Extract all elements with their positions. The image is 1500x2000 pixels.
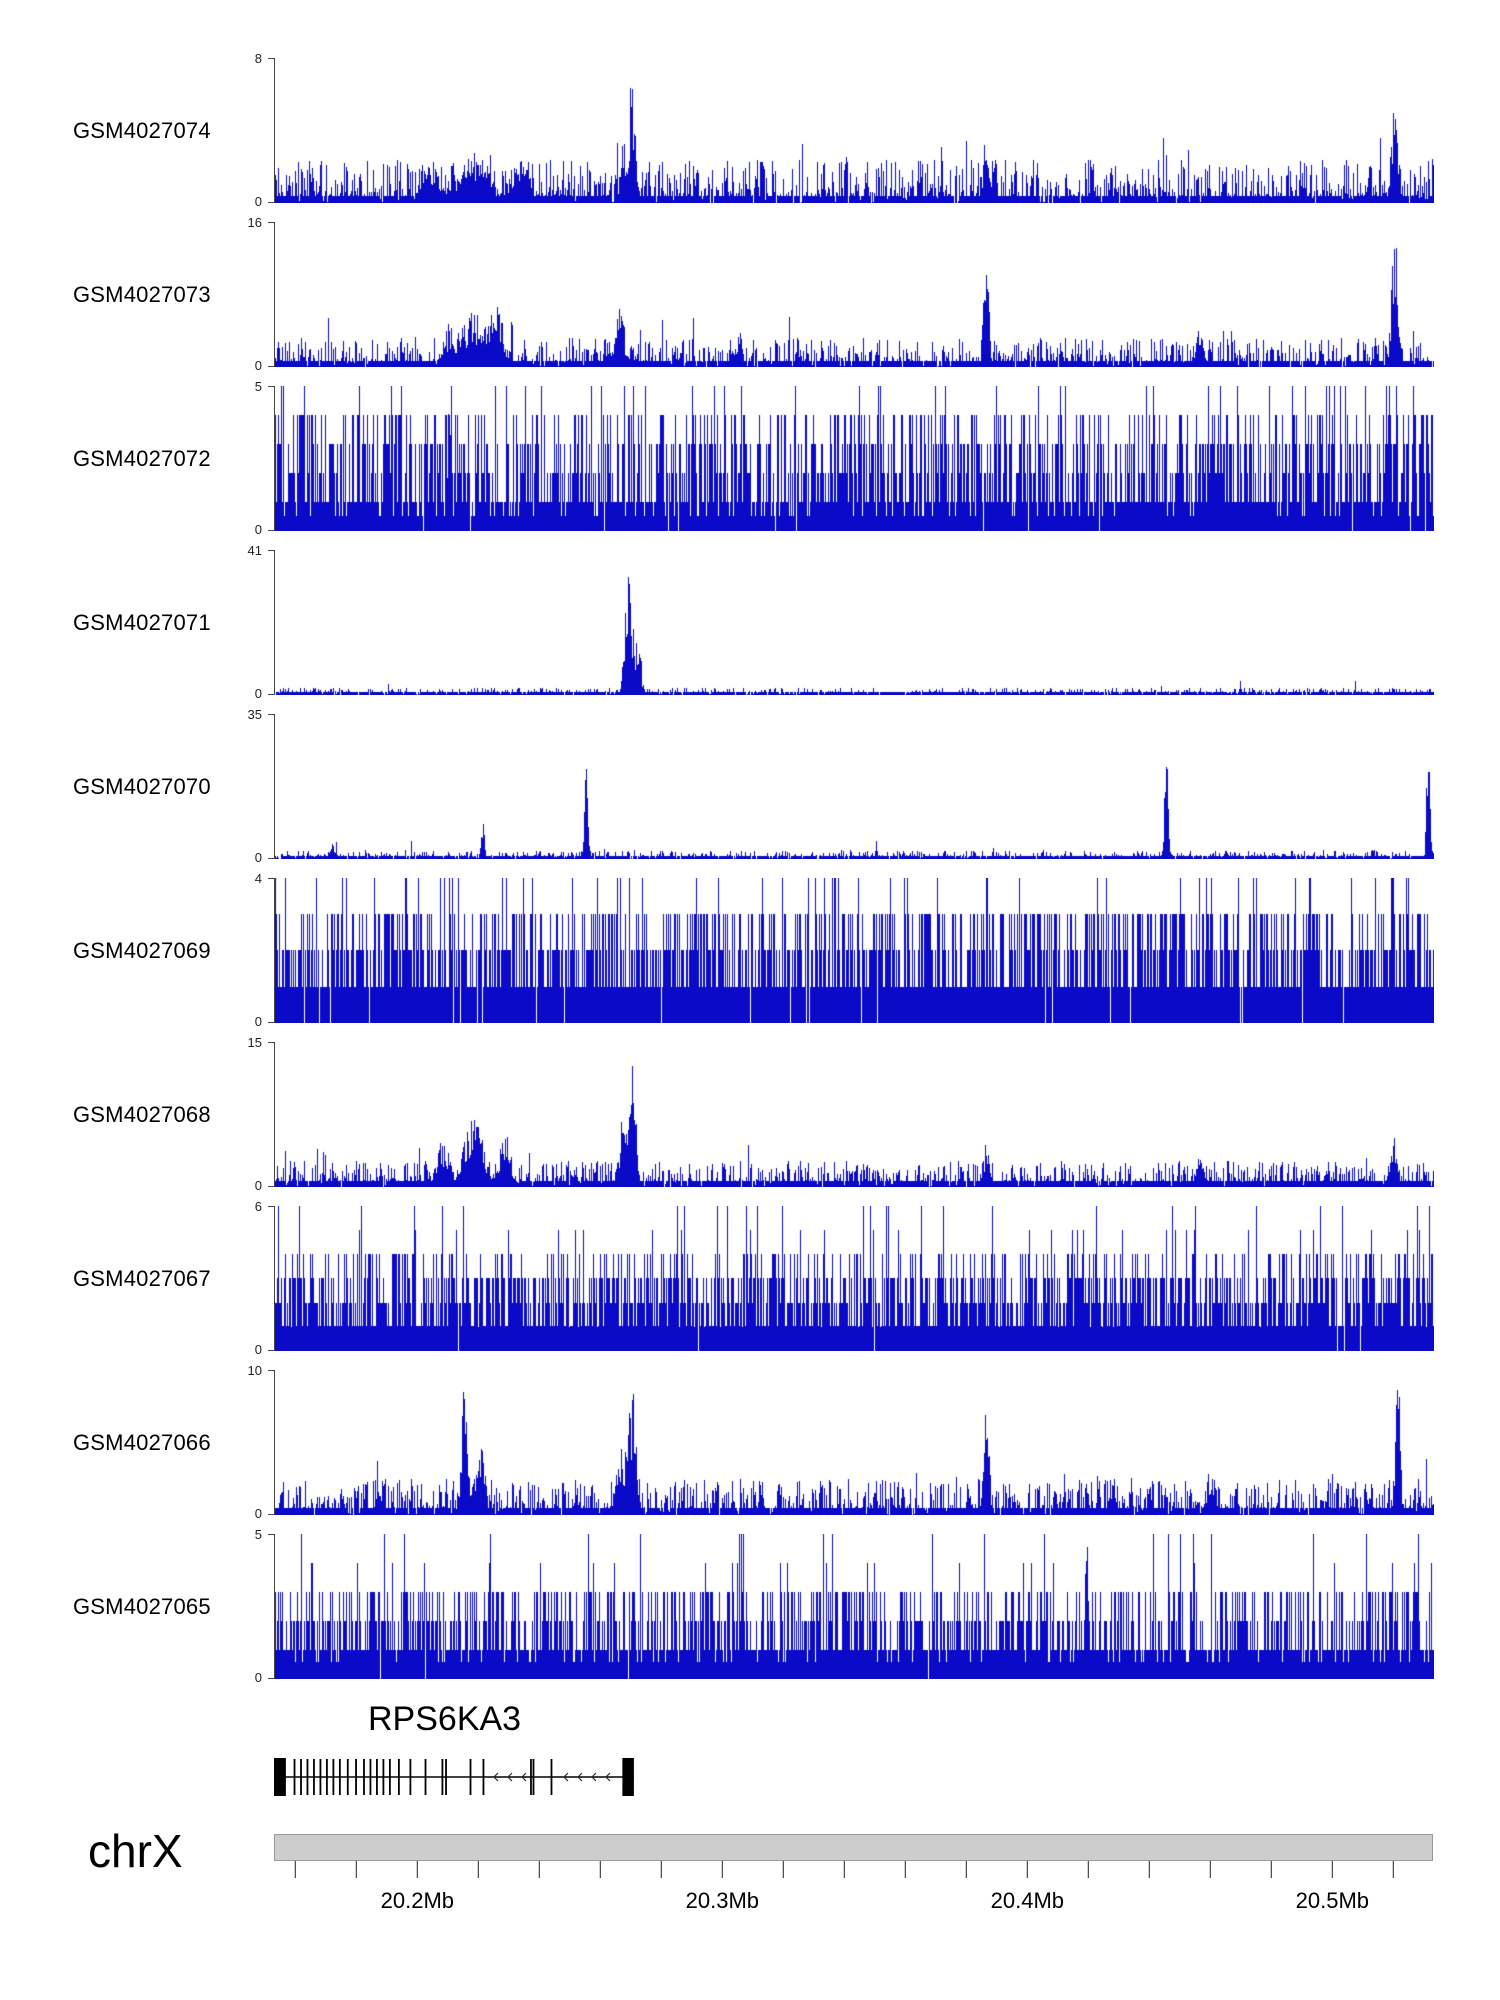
- track-plot-area: [268, 1206, 1434, 1351]
- y-axis-zero-label: 0: [254, 686, 262, 701]
- y-axis-top-tick: [268, 1370, 275, 1371]
- axis-tick-label: 20.2Mb: [380, 1888, 455, 1913]
- y-axis-max-label: 35: [247, 707, 262, 722]
- track-sample-label: GSM4027073: [73, 281, 211, 307]
- y-axis-bottom-tick: [268, 1678, 275, 1679]
- y-axis-zero-label: 0: [254, 194, 262, 209]
- y-axis-bottom-tick: [268, 1022, 275, 1023]
- track-plot-area: [268, 1534, 1434, 1679]
- coverage-signal-canvas: [275, 1370, 1434, 1515]
- y-axis-zero-label: 0: [254, 522, 262, 537]
- coverage-track: GSM4027067 6 0: [0, 1199, 1500, 1357]
- track-sample-label: GSM4027065: [73, 1593, 211, 1619]
- y-axis-zero-label: 0: [254, 850, 262, 865]
- y-axis-zero-label: 0: [254, 1178, 262, 1193]
- y-axis-top-tick: [268, 1206, 275, 1207]
- coverage-signal-canvas: [275, 222, 1434, 367]
- y-axis-max-label: 6: [254, 1199, 262, 1214]
- gene-model: [274, 1758, 634, 1796]
- track-sample-label: GSM4027070: [73, 773, 211, 799]
- coverage-signal-canvas: [275, 58, 1434, 203]
- axis-tick-label: 20.4Mb: [990, 1888, 1065, 1913]
- coverage-track: GSM4027066 10 0: [0, 1363, 1500, 1521]
- y-axis-bottom-tick: [268, 858, 275, 859]
- y-axis-top-tick: [268, 878, 275, 879]
- y-axis-bottom-tick: [268, 694, 275, 695]
- track-plot-area: [268, 386, 1434, 531]
- track-sample-label: GSM4027074: [73, 117, 211, 143]
- coverage-signal-canvas: [275, 1534, 1434, 1679]
- y-axis-max-label: 5: [254, 1527, 262, 1542]
- track-plot-area: [268, 1370, 1434, 1515]
- y-axis-zero-label: 0: [254, 1014, 262, 1029]
- y-axis-zero-label: 0: [254, 1506, 262, 1521]
- chromosome-ideogram: [274, 1834, 1433, 1861]
- y-axis-bottom-tick: [268, 530, 275, 531]
- coverage-track: GSM4027071 41 0: [0, 543, 1500, 701]
- coverage-signal-canvas: [275, 878, 1434, 1023]
- track-plot-area: [268, 878, 1434, 1023]
- coverage-track: GSM4027065 5 0: [0, 1527, 1500, 1685]
- track-plot-area: [268, 714, 1434, 859]
- y-axis-bottom-tick: [268, 1514, 275, 1515]
- y-axis-top-tick: [268, 222, 275, 223]
- y-axis-bottom-tick: [268, 1350, 275, 1351]
- track-plot-area: [268, 58, 1434, 203]
- coverage-track: GSM4027072 5 0: [0, 379, 1500, 537]
- axis-tick-label: 20.5Mb: [1295, 1888, 1370, 1913]
- coverage-track: GSM4027068 15 0: [0, 1035, 1500, 1193]
- coverage-track: GSM4027073 16 0: [0, 215, 1500, 373]
- track-plot-area: [268, 222, 1434, 367]
- y-axis-max-label: 16: [247, 215, 262, 230]
- track-sample-label: GSM4027071: [73, 609, 211, 635]
- y-axis-top-tick: [268, 58, 275, 59]
- track-sample-label: GSM4027068: [73, 1101, 211, 1127]
- y-axis-bottom-tick: [268, 1186, 275, 1187]
- y-axis-zero-label: 0: [254, 1670, 262, 1685]
- y-axis-max-label: 10: [247, 1363, 262, 1378]
- chromosome-label: chrX: [88, 1825, 183, 1877]
- gene-name-label: RPS6KA3: [368, 1700, 522, 1738]
- y-axis-max-label: 41: [247, 543, 262, 558]
- track-sample-label: GSM4027066: [73, 1429, 211, 1455]
- coverage-signal-canvas: [275, 386, 1434, 531]
- y-axis-max-label: 8: [254, 51, 262, 66]
- track-plot-area: [268, 550, 1434, 695]
- y-axis-bottom-tick: [268, 202, 275, 203]
- track-sample-label: GSM4027072: [73, 445, 211, 471]
- track-sample-label: GSM4027067: [73, 1265, 211, 1291]
- y-axis-bottom-tick: [268, 366, 275, 367]
- track-plot-area: [268, 1042, 1434, 1187]
- track-sample-label: GSM4027069: [73, 937, 211, 963]
- y-axis-zero-label: 0: [254, 358, 262, 373]
- y-axis-top-tick: [268, 1042, 275, 1043]
- coverage-signal-canvas: [275, 550, 1434, 695]
- coverage-track: GSM4027070 35 0: [0, 707, 1500, 865]
- coverage-track: GSM4027074 8 0: [0, 51, 1500, 209]
- y-axis-max-label: 4: [254, 871, 262, 886]
- y-axis-top-tick: [268, 386, 275, 387]
- coordinate-axis-ticks: [294, 1861, 1394, 1878]
- coverage-signal-canvas: [275, 714, 1434, 859]
- y-axis-top-tick: [268, 714, 275, 715]
- y-axis-top-tick: [268, 1534, 275, 1535]
- coverage-signal-canvas: [275, 1206, 1434, 1351]
- y-axis-zero-label: 0: [254, 1342, 262, 1357]
- y-axis-max-label: 5: [254, 379, 262, 394]
- coverage-signal-canvas: [275, 1042, 1434, 1187]
- y-axis-top-tick: [268, 550, 275, 551]
- y-axis-max-label: 15: [247, 1035, 262, 1050]
- axis-tick-label: 20.3Mb: [685, 1888, 760, 1913]
- coverage-track: GSM4027069 4 0: [0, 871, 1500, 1029]
